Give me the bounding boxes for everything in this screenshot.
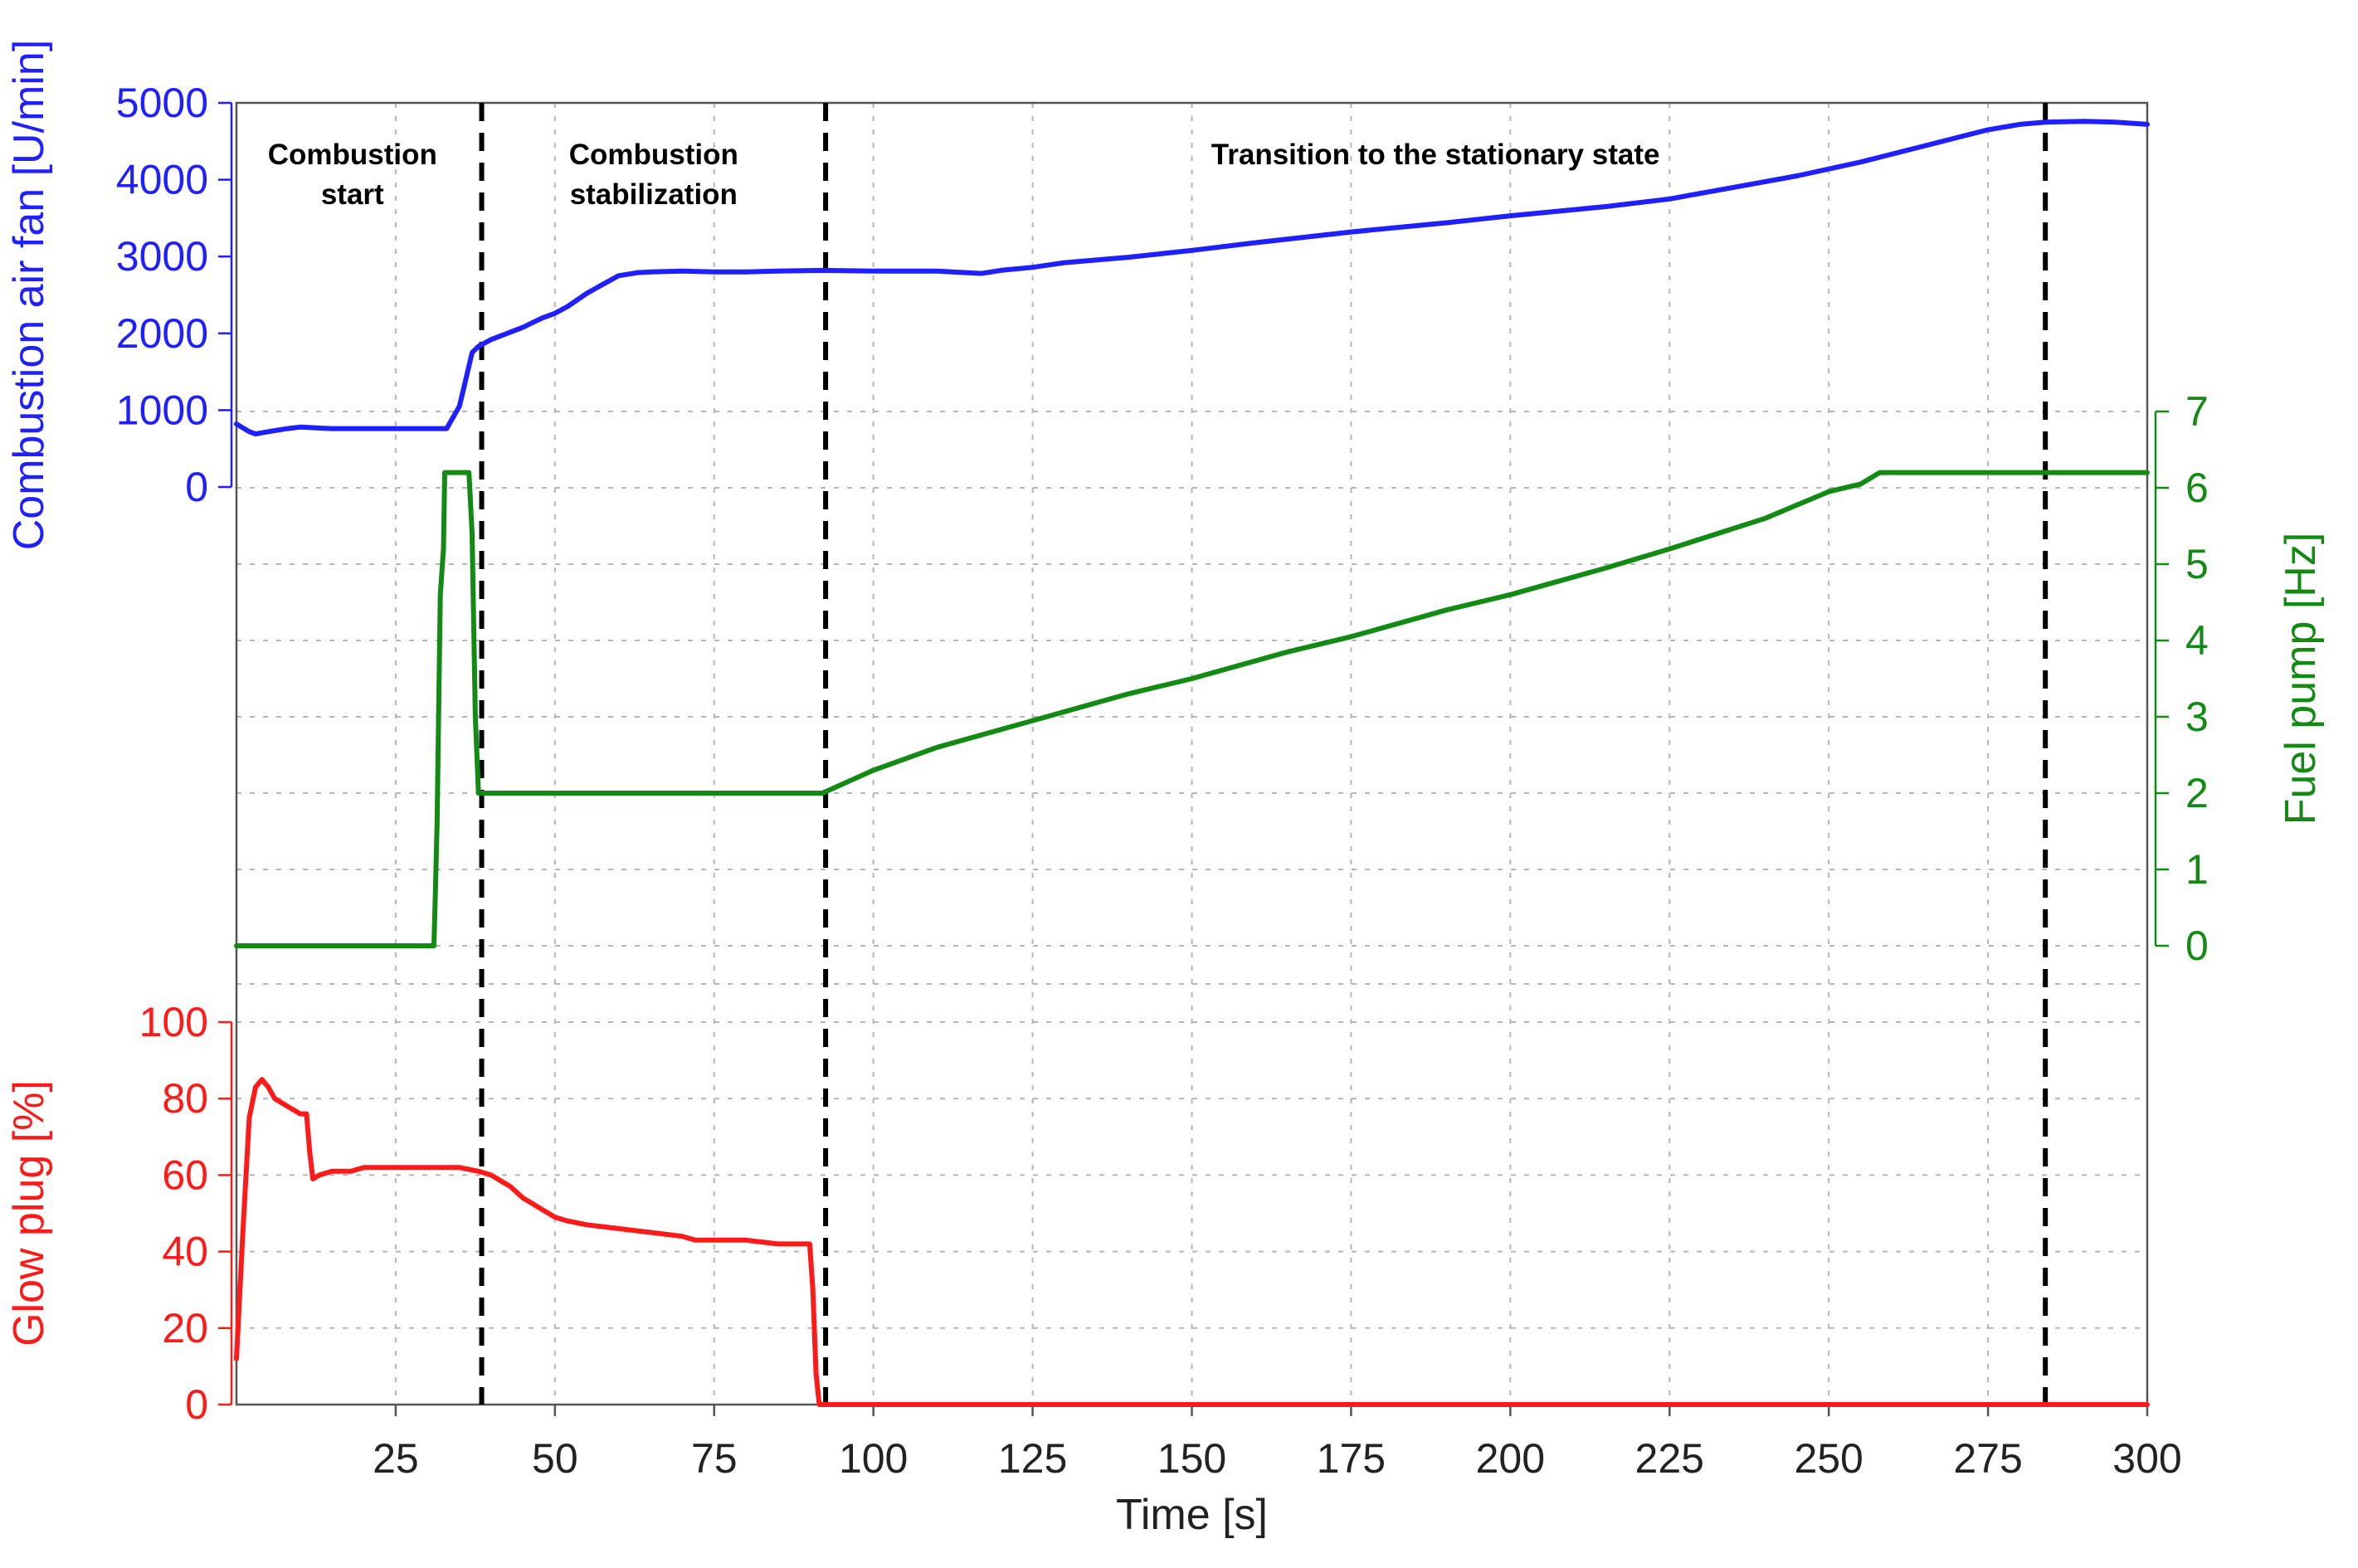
glow-plug-tick-label: 40 [162, 1229, 208, 1275]
glow-series-line [234, 1077, 2150, 1407]
phase-boundaries [479, 103, 2049, 1405]
x-tick-label: 300 [2112, 1435, 2181, 1482]
phase-label: Combustion [569, 139, 738, 171]
x-tick-label: 275 [1953, 1435, 2022, 1482]
fuel-pump-tick-label: 4 [2185, 617, 2209, 664]
phase-label: Combustion [268, 139, 437, 171]
phase-label: start [321, 178, 384, 211]
fuel-pump-tick-label: 6 [2185, 465, 2209, 511]
air-fan-axis-title: Combustion air fan [U/min] [5, 40, 53, 551]
glow-plug-tick-label: 60 [162, 1152, 208, 1198]
glow-plug-tick-label: 100 [139, 999, 208, 1045]
fuel-pump-tick-label: 2 [2185, 770, 2209, 816]
x-axis-title: Time [s] [1116, 1491, 1268, 1539]
fuel-pump-tick-label: 5 [2185, 541, 2209, 587]
fuel-pump-tick-label: 7 [2185, 388, 2209, 435]
air-fan-tick-label: 2000 [116, 310, 208, 357]
fuel-pump-tick-label: 1 [2185, 846, 2209, 893]
glow-plug-axis-title: Glow plug [%] [5, 1080, 53, 1346]
x-tick-label: 25 [373, 1435, 419, 1482]
air-fan-tick-label: 1000 [116, 387, 208, 433]
air-fan-tick-label: 3000 [116, 233, 208, 280]
fuel-series-line [234, 470, 2150, 948]
series-group [234, 119, 2150, 1407]
air-fan-tick-label: 5000 [116, 80, 208, 126]
x-tick-label: 100 [839, 1435, 908, 1482]
x-tick-label: 225 [1635, 1435, 1704, 1482]
air-fan-tick-label: 4000 [116, 157, 208, 203]
x-tick-label: 175 [1317, 1435, 1386, 1482]
fuel-pump-tick-label: 0 [2185, 923, 2209, 969]
fuel-pump-axis-title: Fuel pump [Hz] [2277, 533, 2325, 825]
x-tick-label: 125 [998, 1435, 1067, 1482]
glow-plug-tick-label: 0 [185, 1381, 208, 1428]
glow-plug-tick-label: 80 [162, 1075, 208, 1122]
grid [236, 103, 2147, 1405]
fuel-pump-tick-label: 3 [2185, 694, 2209, 740]
phase-label: stabilization [570, 178, 738, 211]
glow-plug-tick-label: 20 [162, 1305, 208, 1351]
phase-labels: Combustion start Combustion stabilization Tr… [268, 139, 1660, 211]
air-series-line [234, 119, 2150, 437]
x-tick-label: 50 [532, 1435, 578, 1482]
air-fan-tick-label: 0 [185, 464, 208, 510]
x-tick-label: 200 [1476, 1435, 1545, 1482]
x-tick-label: 150 [1157, 1435, 1226, 1482]
x-tick-label: 75 [691, 1435, 738, 1482]
x-tick-label: 250 [1794, 1435, 1863, 1482]
phase-label: Transition to the stationary state [1211, 139, 1660, 171]
